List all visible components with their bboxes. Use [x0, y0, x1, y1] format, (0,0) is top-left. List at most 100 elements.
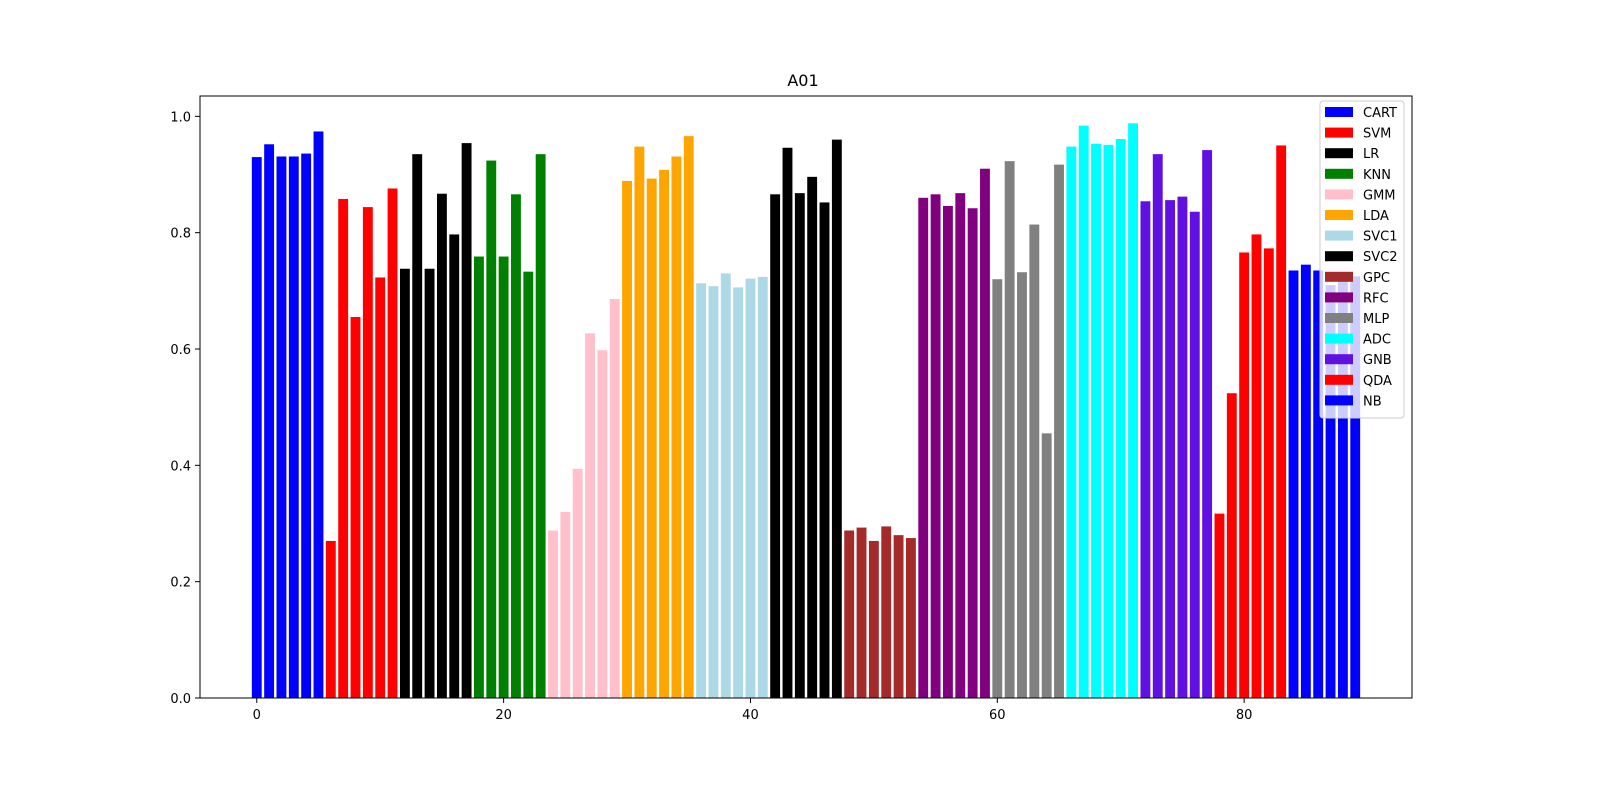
- bar-gmm-6: [609, 298, 620, 698]
- legend: CART SVM LR KNN GMM LDA SVC1 SVC2 GPC RFC MLP ADC GN…: [1319, 100, 1405, 419]
- bar-gpc-5: [893, 535, 904, 698]
- y-tick-label: 0.6: [170, 343, 191, 358]
- bar-gpc-2: [856, 527, 867, 698]
- legend-swatch-lda: [1325, 210, 1353, 220]
- bar-svc2-5: [819, 202, 830, 698]
- bar-svc1-4: [733, 287, 744, 698]
- legend-label-knn: KNN: [1363, 168, 1391, 183]
- bar-qda-5: [1263, 248, 1274, 699]
- bar-qda-3: [1239, 252, 1250, 698]
- legend-label-rfc: RFC: [1363, 291, 1389, 306]
- bar-svm-6: [387, 188, 398, 699]
- bar-lda-6: [683, 136, 694, 699]
- bars-group: [251, 123, 1361, 699]
- bar-qda-4: [1251, 234, 1262, 699]
- bar-adc-1: [1066, 146, 1077, 698]
- y-tick-label: 0.8: [170, 227, 191, 242]
- bar-rfc-1: [918, 197, 929, 698]
- legend-swatch-svc2: [1325, 251, 1353, 262]
- bar-svc1-1: [696, 283, 707, 698]
- bar-gnb-2: [1152, 154, 1163, 698]
- bar-svc1-3: [720, 273, 731, 698]
- bar-qda-2: [1226, 393, 1237, 698]
- bar-cart-2: [264, 144, 275, 699]
- bar-gnb-5: [1189, 211, 1200, 698]
- legend-label-gnb: GNB: [1363, 353, 1392, 368]
- bar-gmm-5: [597, 350, 608, 698]
- bar-cart-3: [276, 156, 287, 698]
- bar-adc-2: [1078, 125, 1089, 699]
- bar-svc1-6: [757, 276, 768, 698]
- bar-adc-6: [1128, 123, 1139, 698]
- bar-rfc-5: [967, 208, 978, 698]
- x-axis: 0 20 40 60 80: [253, 698, 1253, 723]
- legend-swatch-qda: [1325, 374, 1353, 385]
- bar-knn-5: [523, 271, 534, 698]
- bar-mlp-4: [1029, 224, 1040, 698]
- bar-mlp-1: [992, 279, 1003, 698]
- bar-lda-5: [671, 156, 682, 698]
- y-axis: 0.0 0.2 0.4 0.6 0.8 1.0: [170, 110, 200, 707]
- y-tick-label: 0.0: [170, 692, 191, 707]
- bar-nb-1: [1288, 270, 1299, 698]
- bar-adc-5: [1115, 139, 1126, 698]
- bar-svc2-3: [794, 193, 805, 699]
- legend-label-mlp: MLP: [1363, 312, 1389, 327]
- bar-rfc-4: [955, 193, 966, 699]
- bar-lr-5: [449, 234, 460, 699]
- bar-gpc-3: [868, 540, 879, 698]
- y-tick-label: 0.4: [170, 459, 191, 474]
- bar-svm-2: [338, 198, 349, 698]
- bar-gnb-4: [1177, 196, 1188, 699]
- legend-label-cart: CART: [1363, 106, 1397, 121]
- bar-lda-2: [634, 146, 645, 698]
- bar-knn-3: [498, 256, 509, 698]
- bar-svc1-5: [745, 278, 756, 698]
- y-tick-label: 1.0: [170, 110, 191, 125]
- legend-swatch-gpc: [1325, 271, 1353, 282]
- bar-gnb-1: [1140, 201, 1151, 699]
- legend-swatch-lr: [1325, 148, 1353, 159]
- y-tick-label: 0.2: [170, 576, 191, 591]
- bar-lr-2: [412, 154, 423, 698]
- bar-svc2-2: [782, 147, 793, 699]
- bar-knn-1: [473, 256, 484, 698]
- x-tick-label: 80: [1236, 708, 1253, 723]
- legend-label-gmm: GMM: [1363, 188, 1396, 203]
- legend-swatch-adc: [1325, 333, 1353, 344]
- legend-label-svc2: SVC2: [1363, 250, 1398, 265]
- bar-adc-4: [1103, 144, 1114, 698]
- legend-swatch-gnb: [1325, 354, 1353, 365]
- legend-label-qda: QDA: [1363, 374, 1392, 389]
- bar-gnb-6: [1202, 150, 1213, 698]
- legend-swatch-mlp: [1325, 313, 1353, 323]
- bar-cart-4: [288, 156, 299, 698]
- bar-mlp-3: [1017, 272, 1027, 698]
- bar-mlp-2: [1004, 161, 1015, 698]
- bar-gmm-1: [548, 530, 558, 698]
- bar-svm-4: [362, 207, 373, 698]
- legend-swatch-nb: [1325, 395, 1353, 406]
- legend-swatch-rfc: [1325, 292, 1353, 303]
- bar-rfc-2: [930, 194, 941, 698]
- chart-title: A01: [787, 71, 818, 90]
- bar-qda-6: [1276, 145, 1287, 698]
- legend-swatch-svc1: [1325, 230, 1353, 241]
- bar-lr-3: [424, 268, 435, 698]
- bar-cart-5: [301, 153, 312, 698]
- legend-label-nb: NB: [1363, 394, 1382, 409]
- bar-knn-2: [486, 160, 497, 698]
- bar-cart-6: [313, 131, 324, 698]
- legend-label-lr: LR: [1363, 147, 1379, 162]
- bar-svm-1: [325, 540, 336, 698]
- bar-cart-1: [251, 157, 262, 699]
- x-tick-label: 60: [989, 708, 1006, 723]
- bar-svc2-4: [807, 176, 818, 698]
- bar-nb-2: [1300, 264, 1311, 698]
- bar-lr-1: [399, 268, 410, 698]
- bar-gmm-3: [572, 468, 583, 698]
- bar-gpc-4: [881, 526, 892, 698]
- legend-swatch-gmm: [1325, 189, 1353, 200]
- legend-swatch-cart: [1325, 107, 1353, 117]
